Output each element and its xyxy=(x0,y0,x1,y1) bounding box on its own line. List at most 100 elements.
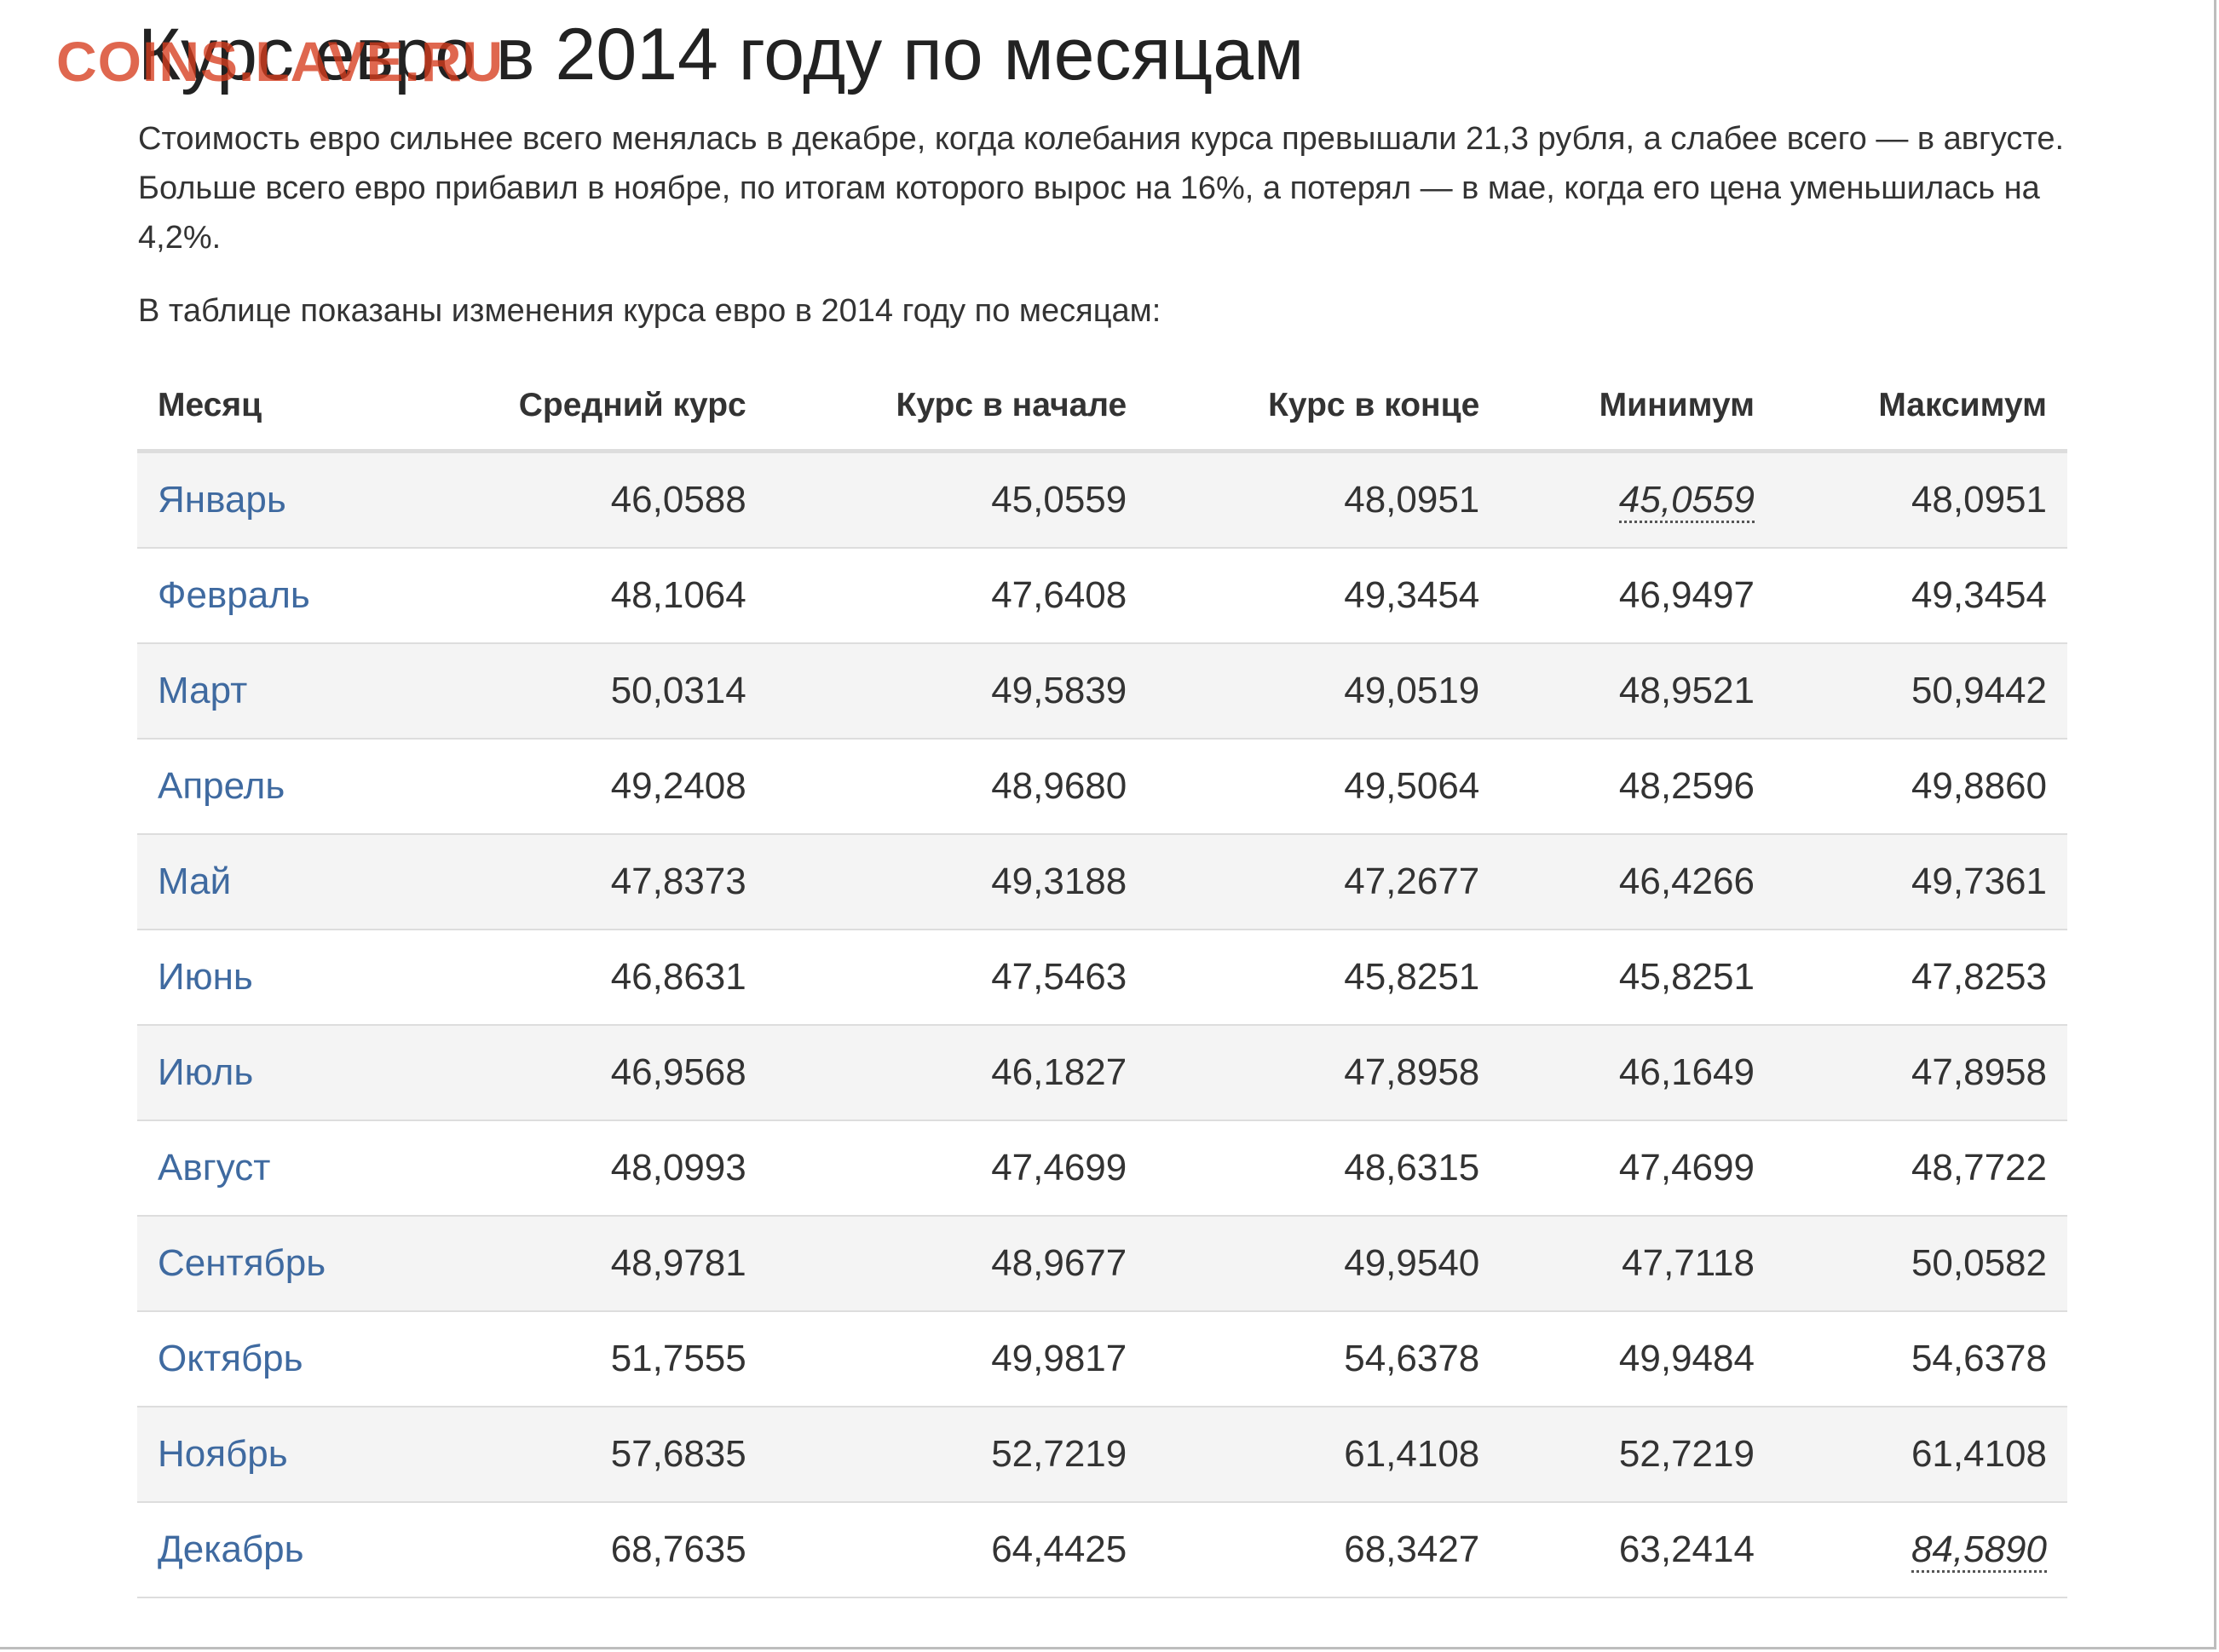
average-cell: 48,1064 xyxy=(441,548,767,644)
end-cell: 68,3427 xyxy=(1147,1502,1501,1598)
average-cell: 50,0314 xyxy=(441,643,767,740)
start-cell: 46,1827 xyxy=(766,1025,1148,1121)
header-start: Курс в начале xyxy=(766,361,1148,453)
maximum-cell: 84,5890 xyxy=(1774,1502,2067,1598)
month-cell: Май xyxy=(137,834,442,930)
header-month: Месяц xyxy=(137,361,442,453)
minimum-cell: 49,9484 xyxy=(1500,1311,1775,1407)
maximum-cell: 47,8253 xyxy=(1774,930,2067,1026)
table-row: Декабрь 68,7635 64,4425 68,3427 63,2414 … xyxy=(137,1502,2067,1598)
highlighted-value[interactable]: 45,0559 xyxy=(1618,479,1755,523)
table-row: Август 48,0993 47,4699 48,6315 47,4699 4… xyxy=(137,1120,2067,1217)
table-row: Сентябрь 48,9781 48,9677 49,9540 47,7118… xyxy=(137,1216,2067,1312)
average-cell: 46,8631 xyxy=(441,930,767,1026)
start-cell: 47,6408 xyxy=(766,548,1148,644)
minimum-cell: 48,9521 xyxy=(1500,643,1775,740)
month-cell: Январь xyxy=(137,451,442,549)
average-cell: 47,8373 xyxy=(441,834,767,930)
minimum-cell: 47,7118 xyxy=(1500,1216,1775,1312)
end-cell: 61,4108 xyxy=(1147,1407,1501,1503)
minimum-cell: 48,2596 xyxy=(1500,739,1775,835)
start-cell: 47,4699 xyxy=(766,1120,1148,1217)
page-title: Курс евро в 2014 году по месяцам xyxy=(138,14,1305,95)
table-header-row: Месяц Средний курс Курс в начале Курс в … xyxy=(137,361,2067,453)
average-cell: 46,0588 xyxy=(441,451,767,549)
table-row: Июль 46,9568 46,1827 47,8958 46,1649 47,… xyxy=(137,1025,2067,1121)
start-cell: 48,9677 xyxy=(766,1216,1148,1312)
average-cell: 48,9781 xyxy=(441,1216,767,1312)
table-row: Март 50,0314 49,5839 49,0519 48,9521 50,… xyxy=(137,643,2067,740)
month-cell: Октябрь xyxy=(137,1311,442,1407)
table-row: Октябрь 51,7555 49,9817 54,6378 49,9484 … xyxy=(137,1311,2067,1407)
start-cell: 47,5463 xyxy=(766,930,1148,1026)
minimum-cell: 46,1649 xyxy=(1500,1025,1775,1121)
month-link[interactable]: Июль xyxy=(158,1051,254,1093)
average-cell: 68,7635 xyxy=(441,1502,767,1598)
month-link[interactable]: Апрель xyxy=(158,765,285,807)
maximum-cell: 50,9442 xyxy=(1774,643,2067,740)
start-cell: 49,5839 xyxy=(766,643,1148,740)
end-cell: 48,6315 xyxy=(1147,1120,1501,1217)
end-cell: 49,9540 xyxy=(1147,1216,1501,1312)
month-cell: Февраль xyxy=(137,548,442,644)
month-link[interactable]: Май xyxy=(158,861,232,902)
month-link[interactable]: Декабрь xyxy=(158,1528,304,1570)
month-link[interactable]: Ноябрь xyxy=(158,1433,288,1475)
minimum-cell: 45,0559 xyxy=(1500,451,1775,549)
start-cell: 49,9817 xyxy=(766,1311,1148,1407)
maximum-cell: 48,0951 xyxy=(1774,451,2067,549)
table-row: Ноябрь 57,6835 52,7219 61,4108 52,7219 6… xyxy=(137,1407,2067,1503)
maximum-cell: 54,6378 xyxy=(1774,1311,2067,1407)
maximum-cell: 50,0582 xyxy=(1774,1216,2067,1312)
maximum-cell: 48,7722 xyxy=(1774,1120,2067,1217)
month-cell: Сентябрь xyxy=(137,1216,442,1312)
average-cell: 48,0993 xyxy=(441,1120,767,1217)
month-link[interactable]: Март xyxy=(158,670,248,711)
maximum-cell: 49,8860 xyxy=(1774,739,2067,835)
average-cell: 46,9568 xyxy=(441,1025,767,1121)
minimum-cell: 63,2414 xyxy=(1500,1502,1775,1598)
average-cell: 51,7555 xyxy=(441,1311,767,1407)
table-row: Январь 46,0588 45,0559 48,0951 45,0559 4… xyxy=(137,451,2067,549)
month-link[interactable]: Октябрь xyxy=(158,1338,303,1379)
end-cell: 49,5064 xyxy=(1147,739,1501,835)
start-cell: 64,4425 xyxy=(766,1502,1148,1598)
month-cell: Июль xyxy=(137,1025,442,1121)
table-row: Июнь 46,8631 47,5463 45,8251 45,8251 47,… xyxy=(137,930,2067,1026)
end-cell: 47,8958 xyxy=(1147,1025,1501,1121)
month-cell: Июнь xyxy=(137,930,442,1026)
maximum-cell: 49,3454 xyxy=(1774,548,2067,644)
minimum-cell: 46,4266 xyxy=(1500,834,1775,930)
month-cell: Март xyxy=(137,643,442,740)
start-cell: 52,7219 xyxy=(766,1407,1148,1503)
average-cell: 49,2408 xyxy=(441,739,767,835)
month-link[interactable]: Август xyxy=(158,1147,271,1189)
euro-rate-table: Месяц Средний курс Курс в начале Курс в … xyxy=(137,361,2067,1598)
end-cell: 54,6378 xyxy=(1147,1311,1501,1407)
month-link[interactable]: Январь xyxy=(158,479,286,521)
header-end: Курс в конце xyxy=(1147,361,1501,453)
month-link[interactable]: Июнь xyxy=(158,956,253,998)
watermark-text: COINS.LAVE.RU xyxy=(56,30,504,93)
highlighted-value[interactable]: 84,5890 xyxy=(1911,1528,2047,1573)
start-cell: 45,0559 xyxy=(766,451,1148,549)
header-maximum: Максимум xyxy=(1774,361,2067,453)
minimum-cell: 46,9497 xyxy=(1500,548,1775,644)
minimum-cell: 52,7219 xyxy=(1500,1407,1775,1503)
month-cell: Апрель xyxy=(137,739,442,835)
maximum-cell: 61,4108 xyxy=(1774,1407,2067,1503)
month-cell: Ноябрь xyxy=(137,1407,442,1503)
average-cell: 57,6835 xyxy=(441,1407,767,1503)
end-cell: 47,2677 xyxy=(1147,834,1501,930)
month-link[interactable]: Сентябрь xyxy=(158,1242,326,1284)
minimum-cell: 45,8251 xyxy=(1500,930,1775,1026)
end-cell: 49,3454 xyxy=(1147,548,1501,644)
table-row: Май 47,8373 49,3188 47,2677 46,4266 49,7… xyxy=(137,834,2067,930)
table-row: Февраль 48,1064 47,6408 49,3454 46,9497 … xyxy=(137,548,2067,644)
minimum-cell: 47,4699 xyxy=(1500,1120,1775,1217)
table-lead-text: В таблице показаны изменения курса евро … xyxy=(138,293,1161,329)
month-cell: Декабрь xyxy=(137,1502,442,1598)
end-cell: 48,0951 xyxy=(1147,451,1501,549)
month-link[interactable]: Февраль xyxy=(158,574,310,616)
